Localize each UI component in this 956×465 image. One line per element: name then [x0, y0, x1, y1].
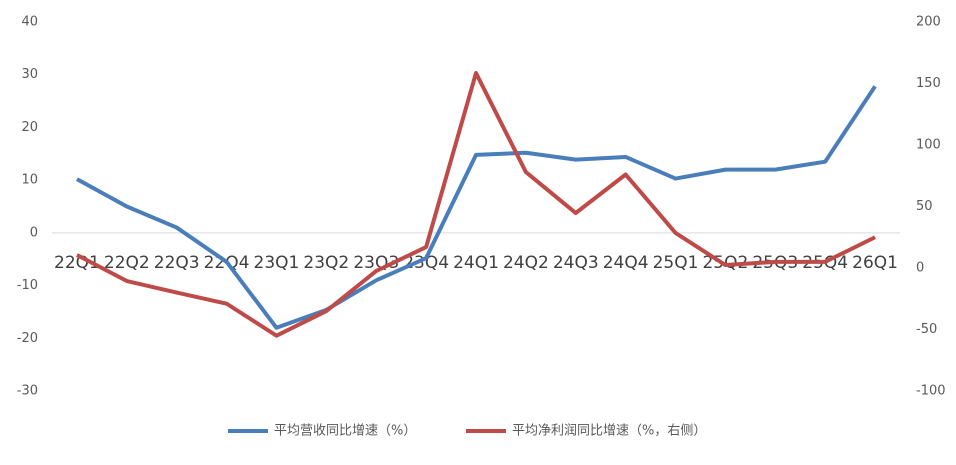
- series-line: [76, 71, 876, 338]
- legend-label: 平均净利润同比增速（%，右侧）: [512, 424, 706, 439]
- y-tick-label: -20: [17, 331, 38, 346]
- y-tick-label: -30: [17, 384, 38, 399]
- x-tick-label: 23Q1: [254, 253, 300, 273]
- legend-label: 平均营收同比增速（%）: [274, 424, 416, 439]
- x-tick-label: 23Q2: [303, 253, 349, 273]
- y-tick-label: 10: [21, 173, 38, 188]
- y2-tick-label: 0: [916, 261, 924, 276]
- y2-tick-label: -100: [916, 384, 946, 399]
- y-tick-label: 30: [21, 67, 38, 82]
- x-tick-label: 24Q3: [553, 253, 599, 273]
- x-tick-label: 24Q4: [603, 253, 649, 273]
- x-tick-label: 24Q1: [453, 253, 499, 273]
- x-tick-label: 22Q1: [54, 253, 100, 273]
- y-tick-label: 40: [21, 15, 38, 30]
- x-tick-label: 23Q4: [403, 253, 449, 273]
- series-line: [75, 85, 877, 330]
- y-tick-label: -10: [17, 278, 38, 293]
- y2-tick-label: -50: [916, 322, 937, 337]
- x-tick-label: 22Q3: [154, 253, 200, 273]
- x-tick-label: 24Q2: [503, 253, 549, 273]
- y2-tick-label: 150: [916, 76, 941, 91]
- x-tick-label: 23Q3: [353, 253, 399, 273]
- y2-tick-label: 50: [916, 199, 933, 214]
- x-tick-label: 25Q1: [653, 253, 699, 273]
- y-tick-label: 20: [21, 120, 38, 135]
- y-tick-label: 0: [30, 225, 38, 240]
- x-tick-label: 22Q2: [104, 253, 150, 273]
- y2-tick-label: 100: [916, 138, 941, 153]
- x-tick-label: 26Q1: [852, 253, 898, 273]
- y2-tick-label: 200: [916, 15, 941, 30]
